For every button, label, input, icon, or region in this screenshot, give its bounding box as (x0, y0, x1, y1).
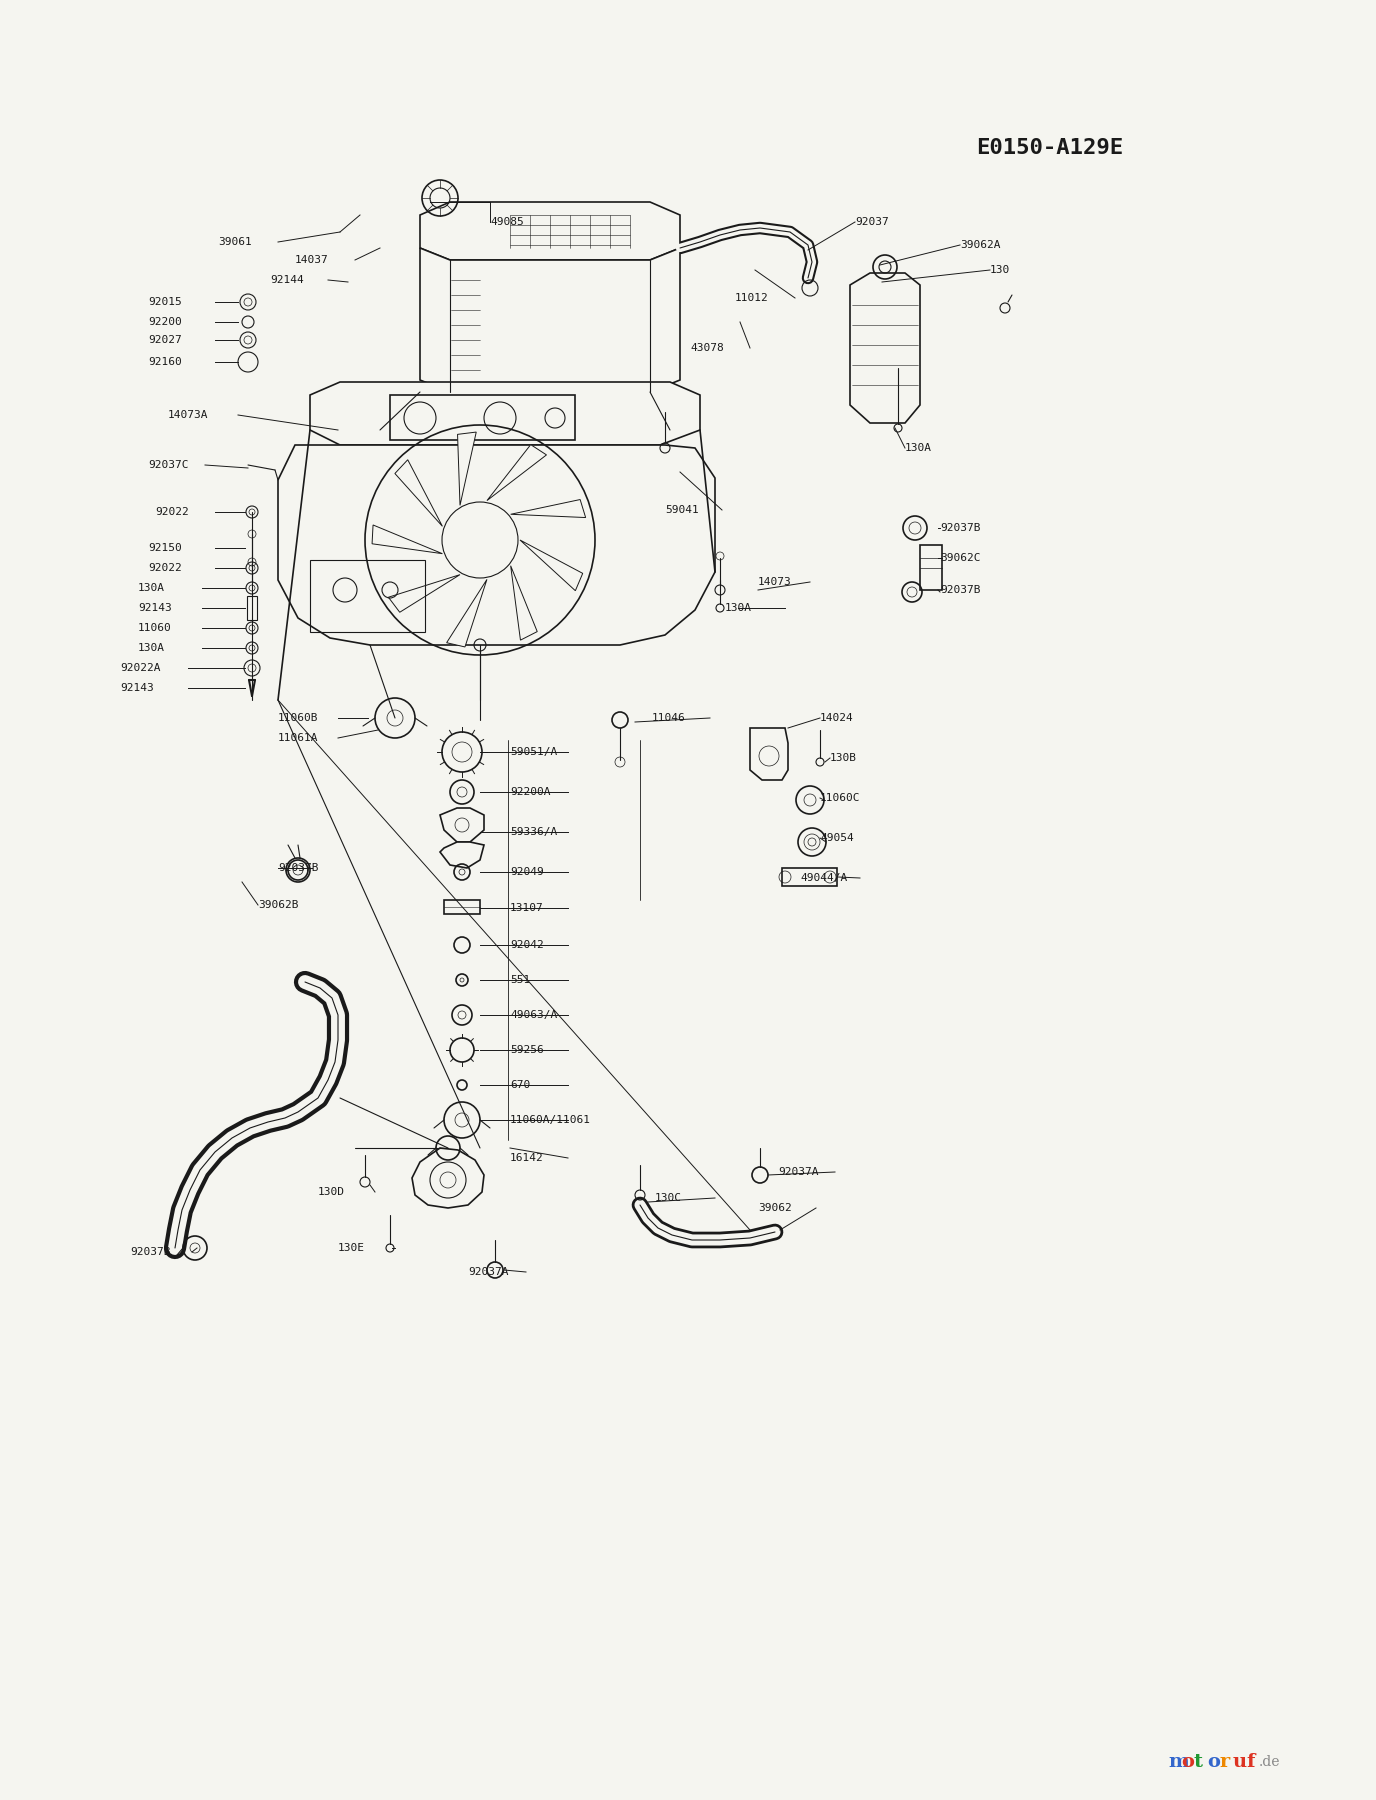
Text: 14073A: 14073A (168, 410, 209, 419)
Text: 49044/A: 49044/A (799, 873, 848, 884)
Text: 92022: 92022 (155, 508, 189, 517)
Text: 92042: 92042 (510, 940, 544, 950)
Text: 14073: 14073 (758, 578, 791, 587)
Text: 92015: 92015 (149, 297, 182, 308)
Text: 49063/A: 49063/A (510, 1010, 557, 1021)
Text: 11060C: 11060C (820, 794, 860, 803)
Text: 11046: 11046 (652, 713, 685, 724)
Text: 130B: 130B (830, 752, 857, 763)
Bar (444, 900, 480, 914)
Text: 11060A/11061: 11060A/11061 (510, 1114, 592, 1125)
Text: 130E: 130E (338, 1244, 365, 1253)
Text: 130D: 130D (318, 1186, 345, 1197)
Text: 130A: 130A (725, 603, 753, 614)
Text: m: m (1168, 1753, 1189, 1771)
Text: 92143: 92143 (120, 682, 154, 693)
Polygon shape (411, 1148, 484, 1208)
Text: 14037: 14037 (294, 256, 329, 265)
Polygon shape (458, 432, 476, 506)
Text: 39062A: 39062A (960, 239, 1000, 250)
Text: 49054: 49054 (820, 833, 853, 842)
Text: 92200A: 92200A (510, 787, 550, 797)
Polygon shape (850, 274, 921, 423)
Polygon shape (310, 382, 700, 445)
Polygon shape (372, 526, 443, 554)
Text: 130: 130 (989, 265, 1010, 275)
Polygon shape (510, 500, 586, 518)
Text: 11060B: 11060B (278, 713, 318, 724)
Text: o: o (1181, 1753, 1194, 1771)
Polygon shape (447, 580, 487, 646)
Polygon shape (420, 248, 680, 392)
Text: 92037A: 92037A (777, 1166, 819, 1177)
Text: 551: 551 (510, 976, 530, 985)
Text: o: o (1207, 1753, 1221, 1771)
Text: 92037B: 92037B (129, 1247, 171, 1256)
Text: 92143: 92143 (138, 603, 172, 614)
Text: 59041: 59041 (665, 506, 699, 515)
Text: 43078: 43078 (689, 344, 724, 353)
Text: 39062B: 39062B (259, 900, 299, 911)
Text: 92144: 92144 (270, 275, 304, 284)
Text: 130A: 130A (138, 643, 165, 653)
Text: 92160: 92160 (149, 356, 182, 367)
Text: r: r (1221, 1753, 1230, 1771)
Bar (782, 868, 837, 886)
Text: 92037B: 92037B (940, 524, 981, 533)
Text: 92027: 92027 (149, 335, 182, 346)
Text: 59051/A: 59051/A (510, 747, 557, 758)
Text: 92049: 92049 (510, 868, 544, 877)
Text: E0150-A129E: E0150-A129E (977, 139, 1124, 158)
Text: 92037: 92037 (854, 218, 889, 227)
Text: 13107: 13107 (510, 904, 544, 913)
Bar (389, 394, 575, 439)
Bar (921, 545, 943, 590)
Bar (248, 596, 257, 619)
Polygon shape (750, 727, 788, 779)
Text: f: f (1247, 1753, 1255, 1771)
Text: 59336/A: 59336/A (510, 826, 557, 837)
Text: 39061: 39061 (217, 238, 252, 247)
Bar (310, 560, 425, 632)
Polygon shape (388, 574, 460, 612)
Polygon shape (510, 565, 537, 641)
Text: 92022: 92022 (149, 563, 182, 572)
Text: 670: 670 (510, 1080, 530, 1091)
Text: 59256: 59256 (510, 1046, 544, 1055)
Polygon shape (278, 445, 716, 644)
Text: 11060: 11060 (138, 623, 172, 634)
Text: t: t (1194, 1753, 1203, 1771)
Text: 92037A: 92037A (468, 1267, 509, 1276)
Text: 92037C: 92037C (149, 461, 189, 470)
Text: 92022A: 92022A (120, 662, 161, 673)
Text: 130A: 130A (905, 443, 932, 454)
Text: 92200: 92200 (149, 317, 182, 328)
Text: 11061A: 11061A (278, 733, 318, 743)
Text: .de: .de (1259, 1755, 1281, 1769)
Text: 49085: 49085 (490, 218, 524, 227)
Text: 92037B: 92037B (940, 585, 981, 596)
Text: 16142: 16142 (510, 1154, 544, 1163)
Text: 92037B: 92037B (278, 862, 318, 873)
Text: 11012: 11012 (735, 293, 769, 302)
Text: 130C: 130C (655, 1193, 682, 1202)
Text: 39062C: 39062C (940, 553, 981, 563)
Polygon shape (395, 459, 443, 526)
Text: 92150: 92150 (149, 544, 182, 553)
Polygon shape (487, 445, 546, 500)
Text: 130A: 130A (138, 583, 165, 592)
Polygon shape (440, 842, 484, 868)
Text: 14024: 14024 (820, 713, 853, 724)
Text: 39062: 39062 (758, 1202, 791, 1213)
Text: u: u (1233, 1753, 1247, 1771)
Polygon shape (520, 540, 582, 590)
Polygon shape (420, 202, 680, 259)
Polygon shape (440, 808, 484, 842)
